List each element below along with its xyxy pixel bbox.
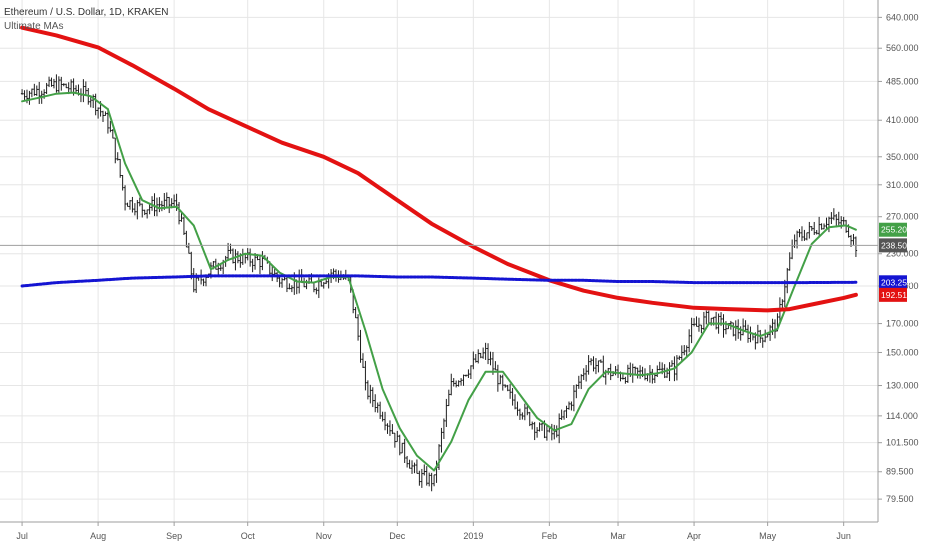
indicator-name: Ultimate MAs <box>4 21 64 32</box>
long-ma-value-badge-bg <box>879 275 907 290</box>
long-ma-value-badge: 203.253 <box>881 277 912 287</box>
x-tick-label: Nov <box>316 531 333 541</box>
x-tick-label: 2019 <box>463 531 483 541</box>
y-tick-label: 170.000 <box>886 319 919 329</box>
y-tick-label: 89.500 <box>886 467 914 477</box>
y-tick-label: 410.000 <box>886 115 919 125</box>
slow-ma-value-badge-bg <box>879 287 907 302</box>
x-tick-label: Dec <box>389 531 406 541</box>
y-tick-label: 114.000 <box>886 411 918 421</box>
y-tick-label: 270.000 <box>886 212 919 222</box>
y-tick-label: 101.500 <box>886 438 919 448</box>
x-tick-label: Jul <box>16 531 28 541</box>
current-price-badge-bg <box>879 238 907 253</box>
y-tick-label: 640.000 <box>886 12 919 22</box>
x-tick-label: Jun <box>836 531 851 541</box>
y-tick-label: 560.000 <box>886 43 919 53</box>
x-tick-label: Aug <box>90 531 106 541</box>
fast-ma-value-badge-bg <box>879 222 907 237</box>
x-tick-label: Oct <box>241 531 256 541</box>
x-tick-label: Mar <box>610 531 626 541</box>
y-tick-label: 310.000 <box>886 180 919 190</box>
x-tick-label: May <box>759 531 777 541</box>
y-tick-label: 150.000 <box>886 347 919 357</box>
symbol-title: Ethereum / U.S. Dollar, 1D, KRAKEN <box>4 7 169 18</box>
long-ma-line <box>20 274 858 288</box>
y-tick-label: 130.000 <box>886 381 919 391</box>
slow-ma-value-badge: 192.510 <box>881 290 912 300</box>
y-tick-label: 485.000 <box>886 76 919 86</box>
slow-ma-line <box>20 25 858 313</box>
y-tick-label: 350.000 <box>886 152 919 162</box>
y-tick-label: 230.000 <box>886 249 919 259</box>
x-tick-label: Sep <box>166 531 182 541</box>
x-tick-label: Feb <box>542 531 558 541</box>
chart-header: Ethereum / U.S. Dollar, 1D, KRAKEN Ultim… <box>4 6 169 34</box>
current-price-badge: 238.500 <box>881 240 912 250</box>
fast-ma-value-badge: 255.208 <box>881 225 912 235</box>
y-tick-label: 79.500 <box>886 494 914 504</box>
fast-ma-line <box>21 91 857 472</box>
x-tick-label: Apr <box>687 531 701 541</box>
